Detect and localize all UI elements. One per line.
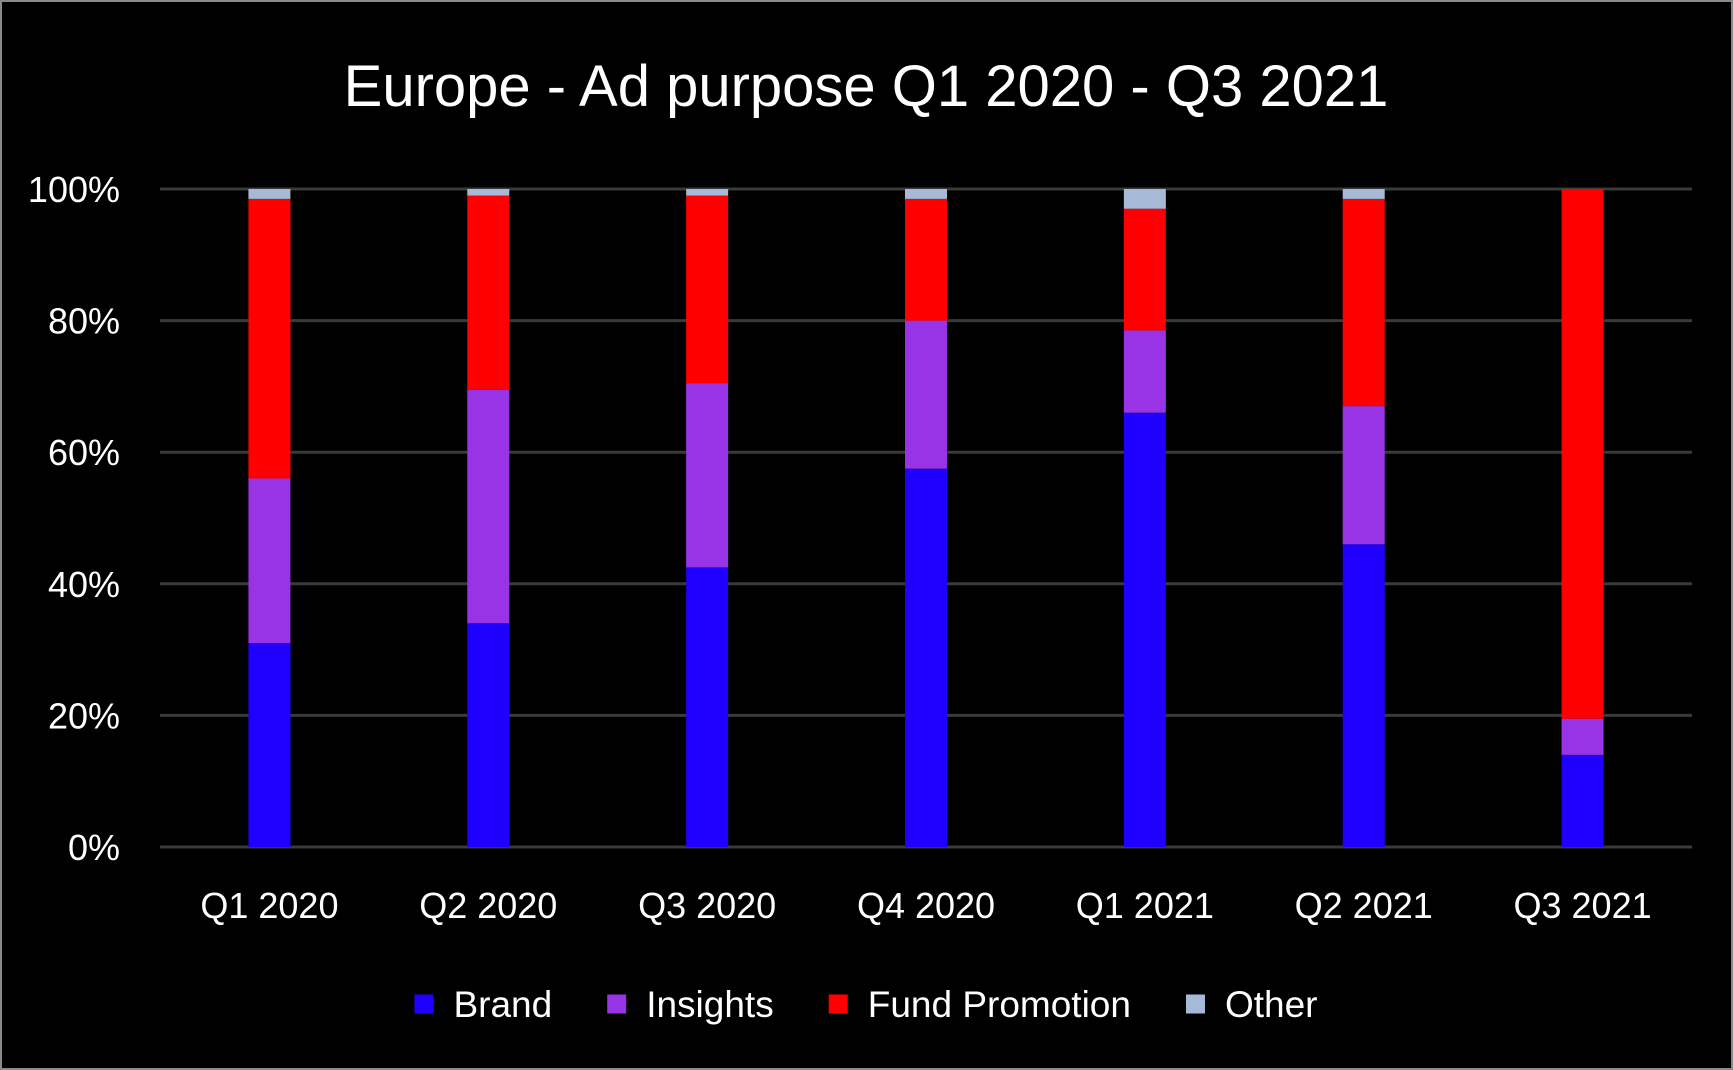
bar-segment-other xyxy=(1123,189,1166,209)
bar-segment-brand xyxy=(686,567,729,847)
bar-segment-insights xyxy=(248,478,291,644)
bar-segment-other xyxy=(467,189,510,196)
bar-segment-insights xyxy=(1123,330,1166,413)
bar-segment-brand xyxy=(467,623,510,847)
bar-segment-fund-promotion xyxy=(905,198,947,321)
legend-label: Insights xyxy=(646,984,774,1025)
bar-segment-other xyxy=(1342,189,1385,199)
legend-label: Brand xyxy=(453,984,552,1025)
chart-title: Europe - Ad purpose Q1 2020 - Q3 2021 xyxy=(344,54,1389,119)
legend-swatch xyxy=(607,994,627,1014)
x-tick-label: Q3 2020 xyxy=(638,885,776,926)
bar-segment-brand xyxy=(1561,754,1604,847)
x-tick-label: Q4 2020 xyxy=(857,885,995,926)
bar-segment-insights xyxy=(905,320,947,469)
bar-segment-brand xyxy=(1123,412,1166,847)
bar-segment-insights xyxy=(467,389,510,624)
bar-segment-fund-promotion xyxy=(686,195,729,384)
x-axis-ticks: Q1 2020 Q2 2020 Q3 2020 Q4 2020 Q1 2021 Q2 20… xyxy=(200,885,1651,926)
bar-segment-brand xyxy=(1342,544,1385,847)
legend-swatch xyxy=(414,994,434,1014)
bar-segment-other xyxy=(248,189,291,199)
x-tick-label: Q1 2020 xyxy=(200,885,338,926)
bar-segment-fund-promotion xyxy=(467,195,510,390)
legend-label: Fund Promotion xyxy=(868,984,1131,1025)
y-tick-label: 80% xyxy=(48,301,120,342)
bar-segment-fund-promotion xyxy=(1123,208,1166,331)
y-tick-label: 60% xyxy=(48,432,120,473)
x-tick-label: Q3 2021 xyxy=(1514,885,1652,926)
bar-segment-other xyxy=(905,189,947,199)
bars xyxy=(248,189,1604,847)
y-tick-label: 40% xyxy=(48,564,120,605)
legend: Brand Insights Fund Promotion Other xyxy=(414,984,1318,1025)
bar-segment-fund-promotion xyxy=(1342,198,1385,407)
legend-label: Other xyxy=(1225,984,1318,1025)
x-tick-label: Q1 2021 xyxy=(1076,885,1214,926)
bar-segment-other xyxy=(686,189,729,196)
bar-segment-insights xyxy=(686,383,729,568)
x-tick-label: Q2 2021 xyxy=(1295,885,1433,926)
legend-swatch xyxy=(1185,994,1205,1014)
y-tick-label: 100% xyxy=(28,169,120,210)
bar-segment-brand xyxy=(905,468,947,847)
y-tick-label: 0% xyxy=(68,827,120,868)
y-tick-label: 20% xyxy=(48,695,120,736)
bar-segment-insights xyxy=(1342,406,1385,545)
legend-swatch xyxy=(828,994,848,1014)
bar-segment-brand xyxy=(248,643,291,847)
bar-segment-insights xyxy=(1561,718,1604,755)
y-axis-ticks: 0% 20% 40% 60% 80% 100% xyxy=(28,169,120,868)
bar-segment-fund-promotion xyxy=(1561,189,1604,719)
bar-segment-fund-promotion xyxy=(248,198,291,479)
x-tick-label: Q2 2020 xyxy=(419,885,557,926)
